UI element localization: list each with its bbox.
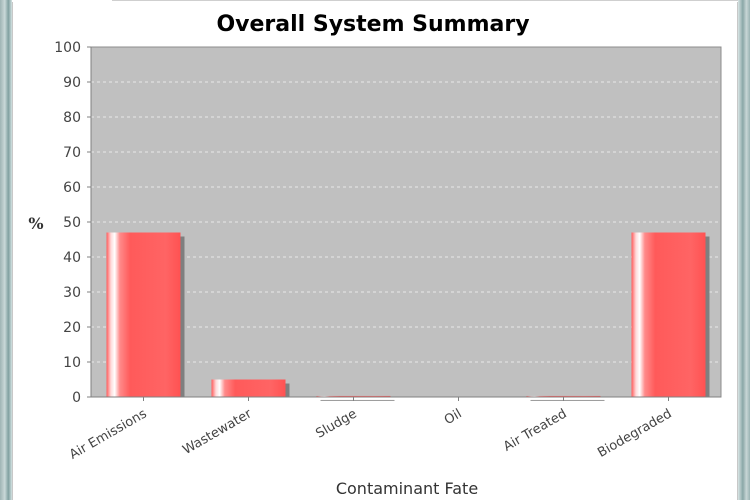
y-tick-label: 40	[63, 250, 81, 266]
x-tick-label: Wastewater	[180, 406, 255, 458]
y-tick-label: 70	[63, 145, 81, 161]
x-axis-ticks: Air Emissions Wastewater Sludge Oil Air Trea…	[67, 397, 675, 463]
y-tick-label: 10	[63, 355, 81, 371]
y-tick-label: 80	[63, 110, 81, 126]
x-tick-label: Biodegraded	[595, 406, 674, 460]
background-window-right	[738, 0, 750, 500]
bar-shadow	[530, 399, 605, 401]
bar-air-treated	[526, 395, 601, 397]
chart-title: Overall System Summary	[216, 12, 529, 37]
x-tick-label: Air Treated	[501, 406, 569, 454]
y-tick-label: 90	[63, 75, 81, 91]
y-tick-label: 60	[63, 180, 81, 196]
y-tick-label: 30	[63, 285, 81, 301]
x-tick-label: Air Emissions	[67, 406, 150, 462]
window-top-border	[112, 0, 738, 1]
bar-biodegraded	[631, 232, 706, 397]
bar-sludge	[316, 395, 391, 397]
bar-air-emissions	[106, 232, 181, 397]
gridlines	[91, 81, 721, 363]
y-axis-ticks: 0 10 20 30 40 50 60 70 80 90 100	[54, 40, 91, 406]
y-tick-label: 20	[63, 320, 81, 336]
bars	[106, 232, 706, 397]
x-tick-label: Oil	[442, 406, 465, 428]
bar-shadow	[320, 399, 395, 401]
y-tick-label: 50	[63, 215, 81, 231]
y-axis-label: %	[28, 214, 43, 233]
bar-wastewater	[211, 379, 286, 397]
y-tick-label: 100	[54, 40, 81, 56]
y-tick-label: 0	[72, 390, 81, 406]
background-window-left	[0, 0, 12, 500]
x-axis-label: Contaminant Fate	[336, 479, 478, 498]
x-tick-label: Sludge	[313, 406, 359, 441]
